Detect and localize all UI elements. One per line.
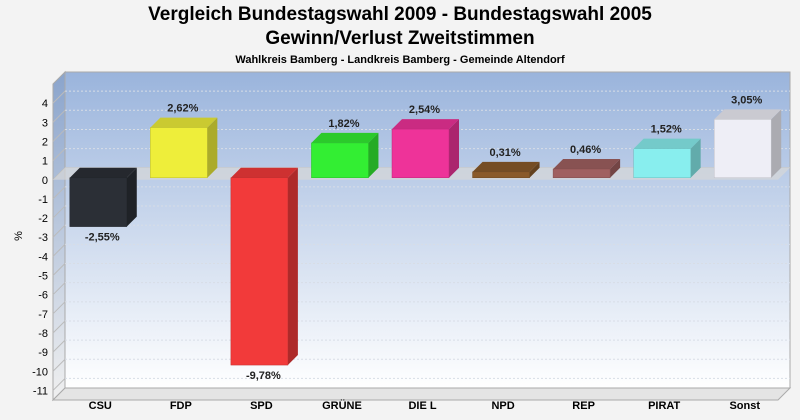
chart-subtitle: Gewinn/Verlust Zweitstimmen bbox=[265, 28, 535, 49]
x-tick-label: FDP bbox=[170, 400, 192, 412]
y-tick-label: 1 bbox=[42, 156, 48, 168]
x-tick-label: PIRAT bbox=[648, 400, 680, 412]
x-tick-label: CSU bbox=[89, 400, 112, 412]
y-tick-label: -5 bbox=[38, 271, 48, 283]
gridline-wall bbox=[52, 378, 66, 391]
chart-subtitle-location: Wahlkreis Bamberg - Landkreis Bamberg - … bbox=[235, 54, 565, 66]
gridline-wall bbox=[52, 358, 66, 372]
bar-top bbox=[633, 138, 701, 149]
bar bbox=[150, 127, 208, 179]
x-tick-label: SPD bbox=[250, 400, 273, 412]
gridline-wall bbox=[52, 282, 66, 296]
bar bbox=[391, 128, 450, 179]
gridline-wall bbox=[52, 244, 66, 257]
data-label: 0,31% bbox=[489, 147, 520, 159]
bar-side bbox=[126, 167, 137, 227]
bar-side bbox=[368, 132, 379, 178]
bar-side bbox=[771, 109, 782, 178]
x-tick-label: GRÜNE bbox=[322, 399, 362, 412]
bar-top bbox=[392, 119, 459, 130]
gridline-wall bbox=[52, 263, 66, 276]
x-tick-label: REP bbox=[572, 400, 595, 412]
x-tick-label: DIE L bbox=[408, 400, 436, 412]
bar-side bbox=[690, 138, 701, 178]
y-tick-label: 3 bbox=[42, 117, 48, 129]
data-label: 0,46% bbox=[570, 144, 601, 156]
gridline-wall bbox=[52, 224, 66, 238]
y-tick-label: 4 bbox=[42, 98, 48, 110]
gridline-wall bbox=[52, 129, 66, 142]
bar bbox=[713, 119, 772, 179]
bar bbox=[230, 177, 289, 366]
bar-top bbox=[472, 161, 540, 172]
bar-side bbox=[449, 119, 459, 178]
y-axis-label: % bbox=[13, 231, 25, 241]
y-tick-label: -4 bbox=[38, 251, 48, 263]
bar-top bbox=[553, 158, 621, 169]
y-tick-label: -3 bbox=[38, 232, 48, 244]
x-tick-label: Sonst bbox=[729, 400, 760, 412]
data-label: -9,78% bbox=[246, 370, 281, 382]
y-tick-label: -2 bbox=[38, 213, 48, 225]
bar bbox=[552, 168, 611, 179]
bar-side bbox=[529, 161, 540, 178]
y-tick-label: -1 bbox=[38, 194, 48, 206]
plot-area: 4 3 2 1 0 -1 -2 -3 -4 -5 -6 -7 -8 -9 -10 -11% -2,55% CSU 2… bbox=[13, 70, 792, 412]
y-tick-label: -10 bbox=[32, 366, 48, 378]
y-tick-label: -9 bbox=[38, 347, 48, 359]
y-tick-label: -11 bbox=[33, 385, 48, 397]
data-label: 1,52% bbox=[651, 124, 682, 136]
gridline-wall bbox=[52, 109, 66, 123]
gridline-wall bbox=[52, 301, 66, 315]
y-tick-label: 0 bbox=[42, 175, 48, 187]
gridline-wall bbox=[52, 339, 66, 353]
y-tick-label: -6 bbox=[38, 290, 48, 302]
floor bbox=[51, 387, 792, 401]
x-tick-label: NPD bbox=[491, 400, 514, 412]
bar bbox=[69, 177, 128, 227]
bar-top bbox=[150, 117, 218, 128]
bar-top bbox=[714, 109, 782, 120]
data-label: 2,54% bbox=[409, 104, 440, 116]
bar-side bbox=[207, 117, 218, 178]
gridline-wall bbox=[52, 186, 66, 200]
bar-top bbox=[69, 167, 137, 178]
gridline-wall bbox=[52, 320, 66, 334]
bar-top bbox=[230, 167, 298, 178]
data-label: 3,05% bbox=[731, 94, 762, 106]
bar bbox=[633, 148, 691, 179]
y-tick-label: -7 bbox=[38, 309, 48, 321]
bar bbox=[472, 171, 530, 179]
bar-side bbox=[287, 167, 298, 366]
chart-title: Vergleich Bundestagswahl 2009 - Bundesta… bbox=[148, 4, 652, 25]
data-label: 1,82% bbox=[328, 118, 359, 130]
y-tick-label: 2 bbox=[42, 136, 48, 148]
bar-top bbox=[311, 132, 379, 143]
gridline-wall bbox=[52, 205, 66, 219]
gridline-wall bbox=[52, 148, 66, 161]
bar-side bbox=[610, 158, 621, 178]
gridline-wall bbox=[52, 90, 66, 104]
data-label: -2,55% bbox=[85, 232, 120, 244]
y-tick-label: -8 bbox=[38, 328, 48, 340]
data-label: 2,62% bbox=[167, 103, 198, 115]
bar bbox=[311, 142, 369, 179]
